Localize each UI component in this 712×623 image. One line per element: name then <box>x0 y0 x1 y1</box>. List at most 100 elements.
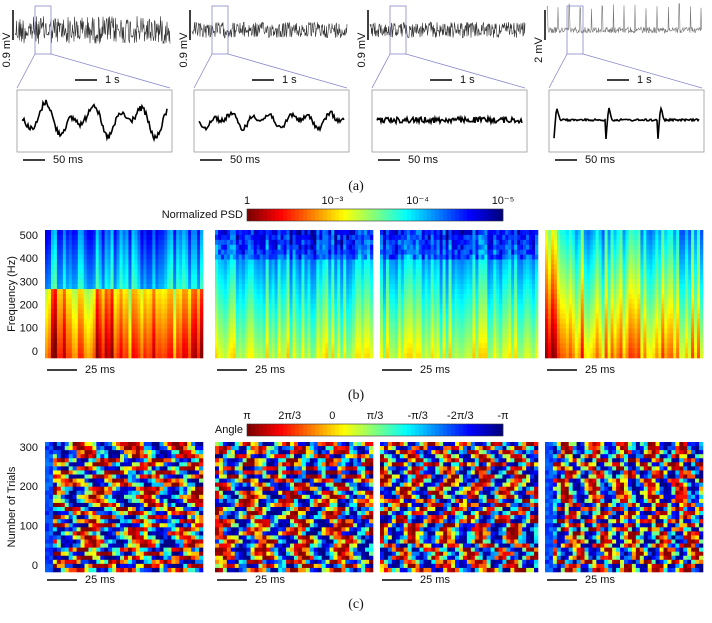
psd-cell <box>98 303 102 310</box>
psd-cell <box>337 234 341 241</box>
psd-cell <box>553 348 558 354</box>
psd-cell <box>463 333 467 339</box>
psd-cell <box>427 323 431 329</box>
psd-cell <box>595 239 599 246</box>
psd-cell <box>250 239 255 246</box>
psd-cell <box>613 274 617 280</box>
psd-cell <box>322 353 326 359</box>
psd-cell <box>125 254 129 260</box>
psd-cell <box>424 348 428 354</box>
psd-cell <box>472 313 476 319</box>
psd-cell <box>77 289 82 295</box>
psd-cell <box>403 244 408 250</box>
psd-cell <box>235 294 240 300</box>
psd-cell <box>607 338 611 344</box>
psd-cell <box>271 303 275 310</box>
psd-cell <box>337 323 341 329</box>
psd-cell <box>391 313 396 319</box>
psd-cell <box>71 230 76 236</box>
psd-cell <box>349 244 353 250</box>
psd-cell <box>457 308 461 314</box>
psd-cell <box>182 348 186 354</box>
psd-cell <box>553 318 558 324</box>
psd-cell <box>517 239 521 246</box>
psd-cell <box>424 239 428 246</box>
psd-cell <box>274 269 278 275</box>
psd-cell <box>625 348 629 354</box>
psd-cell <box>511 353 515 359</box>
psd-cell <box>280 289 284 295</box>
psd-cell <box>382 338 387 344</box>
psd-cell <box>122 269 126 275</box>
psd-cell <box>499 244 503 250</box>
psd-cell <box>502 338 506 344</box>
psd-cell <box>256 249 261 255</box>
psd-cell <box>140 264 144 270</box>
psd-cell <box>83 323 88 329</box>
psd-cell <box>370 289 374 295</box>
psd-cell <box>131 318 135 324</box>
psd-cell <box>158 274 162 280</box>
psd-cell <box>143 323 147 329</box>
psd-cell <box>364 333 368 339</box>
psd-cell <box>188 259 192 265</box>
psd-cell <box>68 333 73 339</box>
psd-cell <box>197 279 201 285</box>
psd-cell <box>421 328 426 334</box>
psd-cell <box>478 259 482 265</box>
psd-cell <box>110 348 114 354</box>
psd-cell <box>68 298 73 305</box>
psd-cell <box>301 308 305 314</box>
psd-cell <box>235 328 240 334</box>
psd-cell <box>125 289 129 295</box>
psd-cell <box>496 333 500 339</box>
colorbar-cell <box>363 209 368 221</box>
psd-cell <box>104 249 108 255</box>
psd-cell <box>361 239 365 246</box>
psd-cell <box>152 279 156 285</box>
psd-cell <box>292 308 296 314</box>
psd-cell <box>128 308 132 314</box>
psd-cell <box>277 353 281 359</box>
psd-cell <box>223 308 228 314</box>
psd-cell <box>610 313 614 319</box>
psd-cell <box>535 244 539 250</box>
psd-cell <box>424 284 428 290</box>
psd-cell <box>547 269 552 275</box>
psd-cell <box>628 244 632 250</box>
psd-cell <box>427 294 431 300</box>
psd-cell <box>424 259 428 265</box>
psd-cell <box>490 338 494 344</box>
psd-cell <box>241 343 246 349</box>
psd-cell <box>200 264 204 270</box>
psd-cell <box>80 274 85 280</box>
psd-cell <box>508 348 512 354</box>
psd-cell <box>367 343 371 349</box>
psd-cell <box>361 249 365 255</box>
psd-cell <box>607 230 611 236</box>
psd-cell <box>574 333 579 339</box>
psd-cell <box>466 230 470 236</box>
psd-cell <box>604 308 608 314</box>
psd-cell <box>304 259 308 265</box>
psd-cell <box>173 313 177 319</box>
psd-cell <box>217 274 222 280</box>
psd-cell <box>304 333 308 339</box>
psd-cell <box>418 289 423 295</box>
psd-cell <box>107 269 111 275</box>
psd-cell <box>553 244 558 250</box>
psd-cell <box>520 333 524 339</box>
psd-cell <box>128 230 132 236</box>
psd-cell <box>247 264 252 270</box>
psd-cell <box>232 274 237 280</box>
psd-cell <box>86 333 91 339</box>
psd-cell <box>220 244 225 250</box>
psd-cell <box>143 313 147 319</box>
psd-cell <box>394 284 399 290</box>
psd-cell <box>439 264 443 270</box>
psd-cell <box>316 244 320 250</box>
psd-cell <box>532 269 536 275</box>
psd-cell <box>286 274 290 280</box>
psd-cell <box>65 264 70 270</box>
psd-cell <box>616 298 620 305</box>
